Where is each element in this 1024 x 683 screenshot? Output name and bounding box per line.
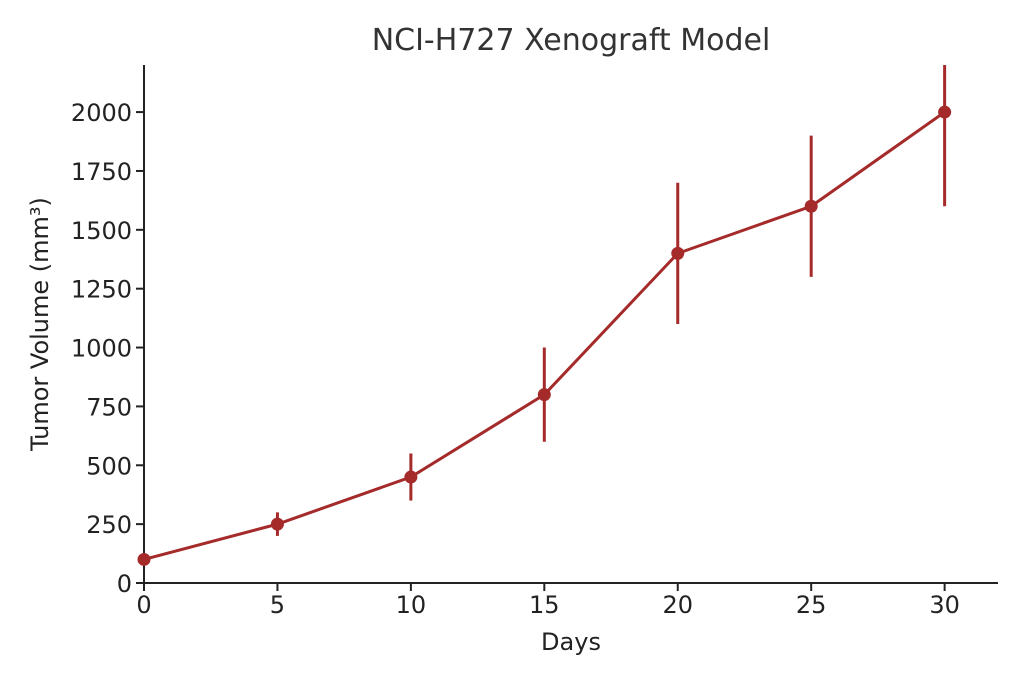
y-tick-label: 250 — [86, 511, 132, 539]
data-point — [270, 517, 284, 531]
data-point — [404, 470, 418, 484]
y-tick-label: 1000 — [71, 335, 132, 363]
data-point — [137, 552, 151, 566]
y-tick-label: 1750 — [71, 158, 132, 186]
x-tick-label: 15 — [529, 591, 560, 619]
y-tick-label: 750 — [86, 393, 132, 421]
y-tick-label: 1250 — [71, 276, 132, 304]
y-tick-label: 500 — [86, 452, 132, 480]
data-point — [938, 105, 952, 119]
x-tick-label: 20 — [662, 591, 693, 619]
x-tick-label: 30 — [929, 591, 960, 619]
chart-title: NCI-H727 Xenograft Model — [372, 23, 771, 58]
y-tick-label: 1500 — [71, 217, 132, 245]
x-tick-label: 25 — [796, 591, 827, 619]
y-tick-label: 2000 — [71, 99, 132, 127]
data-point — [671, 246, 685, 260]
x-tick-label: 5 — [270, 591, 285, 619]
y-axis-label: Tumor Volume (mm³) — [26, 197, 54, 452]
data-point — [537, 388, 551, 402]
y-tick-label: 0 — [117, 570, 132, 598]
x-axis-label: Days — [541, 628, 601, 656]
x-tick-label: 0 — [136, 591, 151, 619]
data-point — [804, 199, 818, 213]
series-line — [143, 110, 946, 561]
x-tick-label: 10 — [396, 591, 427, 619]
